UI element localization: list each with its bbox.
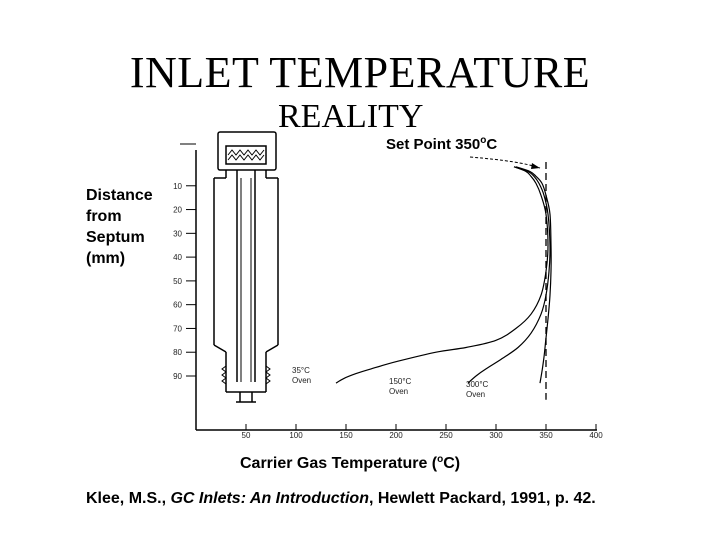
series-group [335, 166, 552, 384]
set-point-unit: C [486, 136, 498, 153]
citation-author: Klee, M.S., [86, 490, 171, 507]
y-tick-label: 60 [173, 301, 182, 310]
x-axis-label-tail: C) [443, 455, 461, 472]
set-point-annotation: Set Point 350oC [386, 135, 498, 154]
y-tick-label: 50 [173, 277, 182, 286]
series-line-2 [467, 166, 551, 384]
x-axis-label-degree: o [437, 454, 444, 465]
x-tick-label: 100 [289, 431, 303, 440]
series-label-temp-1: 35°C [292, 366, 310, 375]
slide-title: INLET TEMPERATURE [129, 48, 591, 97]
x-tick-label: 350 [539, 431, 553, 440]
set-point-label: Set Point 350 [386, 136, 481, 153]
x-tick-label: 250 [439, 431, 453, 440]
y-tick-label: 20 [173, 206, 182, 215]
y-tick-label: 30 [173, 229, 182, 238]
set-point-degree: o [480, 135, 487, 146]
x-axis-label: Carrier Gas Temperature (oC) [240, 455, 460, 473]
x-tick-label: 150 [339, 431, 353, 440]
inlet-liner-drawing [213, 131, 279, 403]
x-tick-label: 400 [589, 431, 603, 440]
y-axis-label: Distance from Septum (mm) [86, 187, 153, 267]
y-tick-label: 70 [173, 324, 182, 333]
y-tick-label: 10 [173, 182, 182, 191]
series-line-1 [335, 166, 549, 384]
y-tick-label: 90 [173, 372, 182, 381]
x-tick-label: 200 [389, 431, 403, 440]
set-point-arrow [469, 156, 541, 169]
y-tick-label: 40 [173, 253, 182, 262]
set-point-arrowhead [531, 163, 540, 169]
x-axis-label-text: Carrier Gas Temperature ( [240, 455, 438, 472]
series-line-3 [515, 166, 552, 384]
citation: Klee, M.S., GC Inlets: An Introduction, … [86, 490, 596, 508]
x-tick-label: 300 [489, 431, 503, 440]
y-tick-label: 80 [173, 348, 182, 357]
series-label-temp-3: 300°C [466, 380, 489, 389]
series-label-temp-2: 150°C [389, 377, 412, 386]
series-label-oven-3: Oven [466, 390, 485, 399]
slide-subtitle: REALITY [278, 98, 424, 135]
x-tick-label: 50 [242, 431, 251, 440]
y-axis-ticks: 10 20 30 40 50 60 70 80 90 [173, 182, 196, 381]
citation-rest: , Hewlett Packard, 1991, p. 42. [368, 490, 596, 507]
x-axis-ticks: 50 100 150 200 250 300 350 400 [242, 424, 603, 440]
citation-title: GC Inlets: An Introduction [170, 490, 369, 507]
series-label-oven-2: Oven [389, 387, 408, 396]
series-label-oven-1: Oven [292, 376, 311, 385]
